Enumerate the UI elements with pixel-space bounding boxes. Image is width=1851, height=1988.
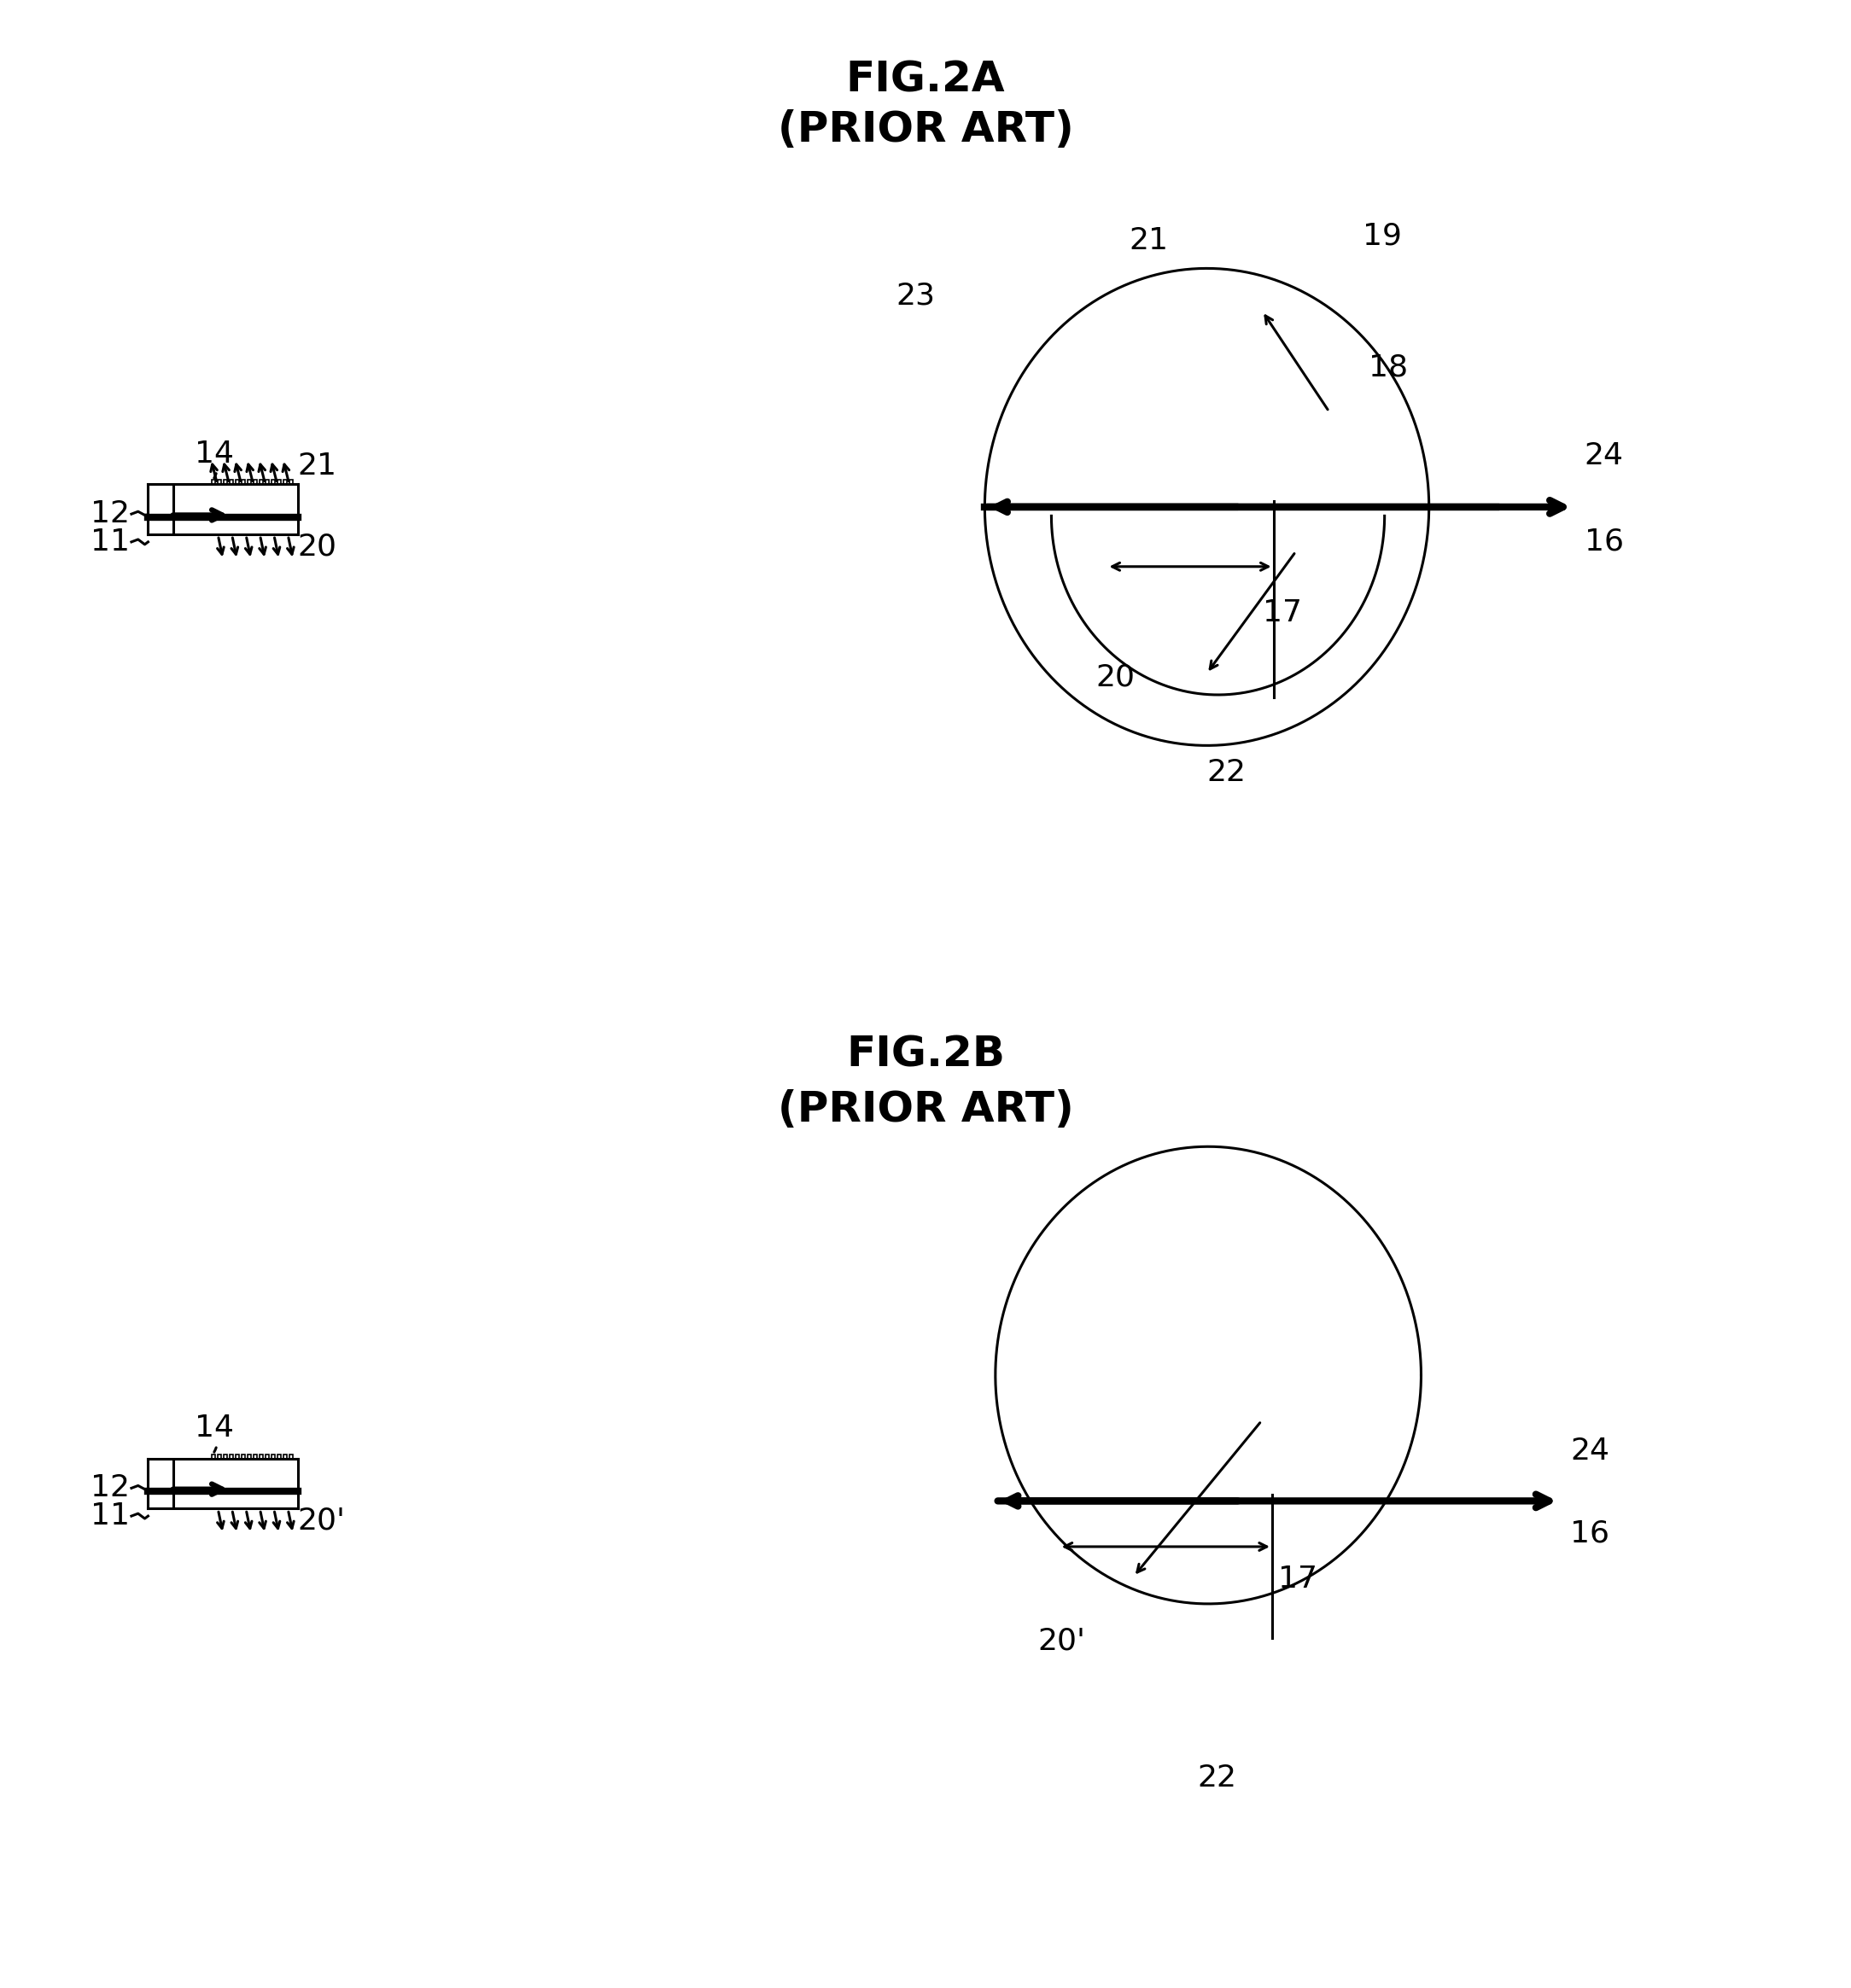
Text: 11: 11 xyxy=(91,527,130,557)
Text: 16: 16 xyxy=(1584,527,1623,557)
Bar xyxy=(278,1453,281,1459)
Text: 18: 18 xyxy=(1370,352,1409,382)
Bar xyxy=(224,1453,228,1459)
Bar xyxy=(230,1453,233,1459)
Bar xyxy=(235,479,239,485)
Text: 12: 12 xyxy=(91,1473,130,1503)
Bar xyxy=(283,479,287,485)
Text: 21: 21 xyxy=(1129,227,1168,254)
Bar xyxy=(272,1453,276,1459)
Text: 11: 11 xyxy=(91,1501,130,1531)
Text: 20: 20 xyxy=(298,533,337,561)
Bar xyxy=(278,479,281,485)
Bar xyxy=(259,479,263,485)
Bar xyxy=(265,1453,268,1459)
Text: 23: 23 xyxy=(896,280,935,310)
Bar xyxy=(254,479,257,485)
Text: 12: 12 xyxy=(91,499,130,529)
Bar xyxy=(289,479,292,485)
Bar xyxy=(259,1453,263,1459)
Text: (PRIOR ART): (PRIOR ART) xyxy=(777,1089,1074,1131)
Bar xyxy=(217,479,220,485)
Text: FIG.2B: FIG.2B xyxy=(846,1034,1005,1076)
Text: 17: 17 xyxy=(1279,1565,1318,1594)
Bar xyxy=(224,479,228,485)
Bar xyxy=(235,1453,239,1459)
Text: 24: 24 xyxy=(1570,1437,1609,1465)
Bar xyxy=(230,479,233,485)
Text: 16: 16 xyxy=(1570,1519,1609,1549)
Bar xyxy=(241,1453,244,1459)
Bar xyxy=(265,479,268,485)
Text: 20': 20' xyxy=(1038,1626,1087,1656)
Bar xyxy=(248,1453,252,1459)
Text: FIG.2A: FIG.2A xyxy=(846,60,1005,101)
Bar xyxy=(289,1453,292,1459)
Text: 22: 22 xyxy=(1198,1763,1236,1793)
Text: 20': 20' xyxy=(298,1507,344,1535)
Text: 14: 14 xyxy=(194,439,233,477)
Bar xyxy=(254,1453,257,1459)
Bar xyxy=(217,1453,220,1459)
Bar xyxy=(211,479,215,485)
Text: 17: 17 xyxy=(1262,598,1301,628)
Bar xyxy=(241,479,244,485)
Text: 22: 22 xyxy=(1207,757,1246,787)
Text: 21: 21 xyxy=(298,451,337,481)
Bar xyxy=(211,1453,215,1459)
Bar xyxy=(248,479,252,485)
Bar xyxy=(272,479,276,485)
Bar xyxy=(283,1453,287,1459)
Text: 19: 19 xyxy=(1362,221,1401,250)
Text: 24: 24 xyxy=(1584,441,1623,469)
Text: (PRIOR ART): (PRIOR ART) xyxy=(777,109,1074,151)
Text: 14: 14 xyxy=(194,1413,233,1451)
Text: 20: 20 xyxy=(1096,662,1135,692)
